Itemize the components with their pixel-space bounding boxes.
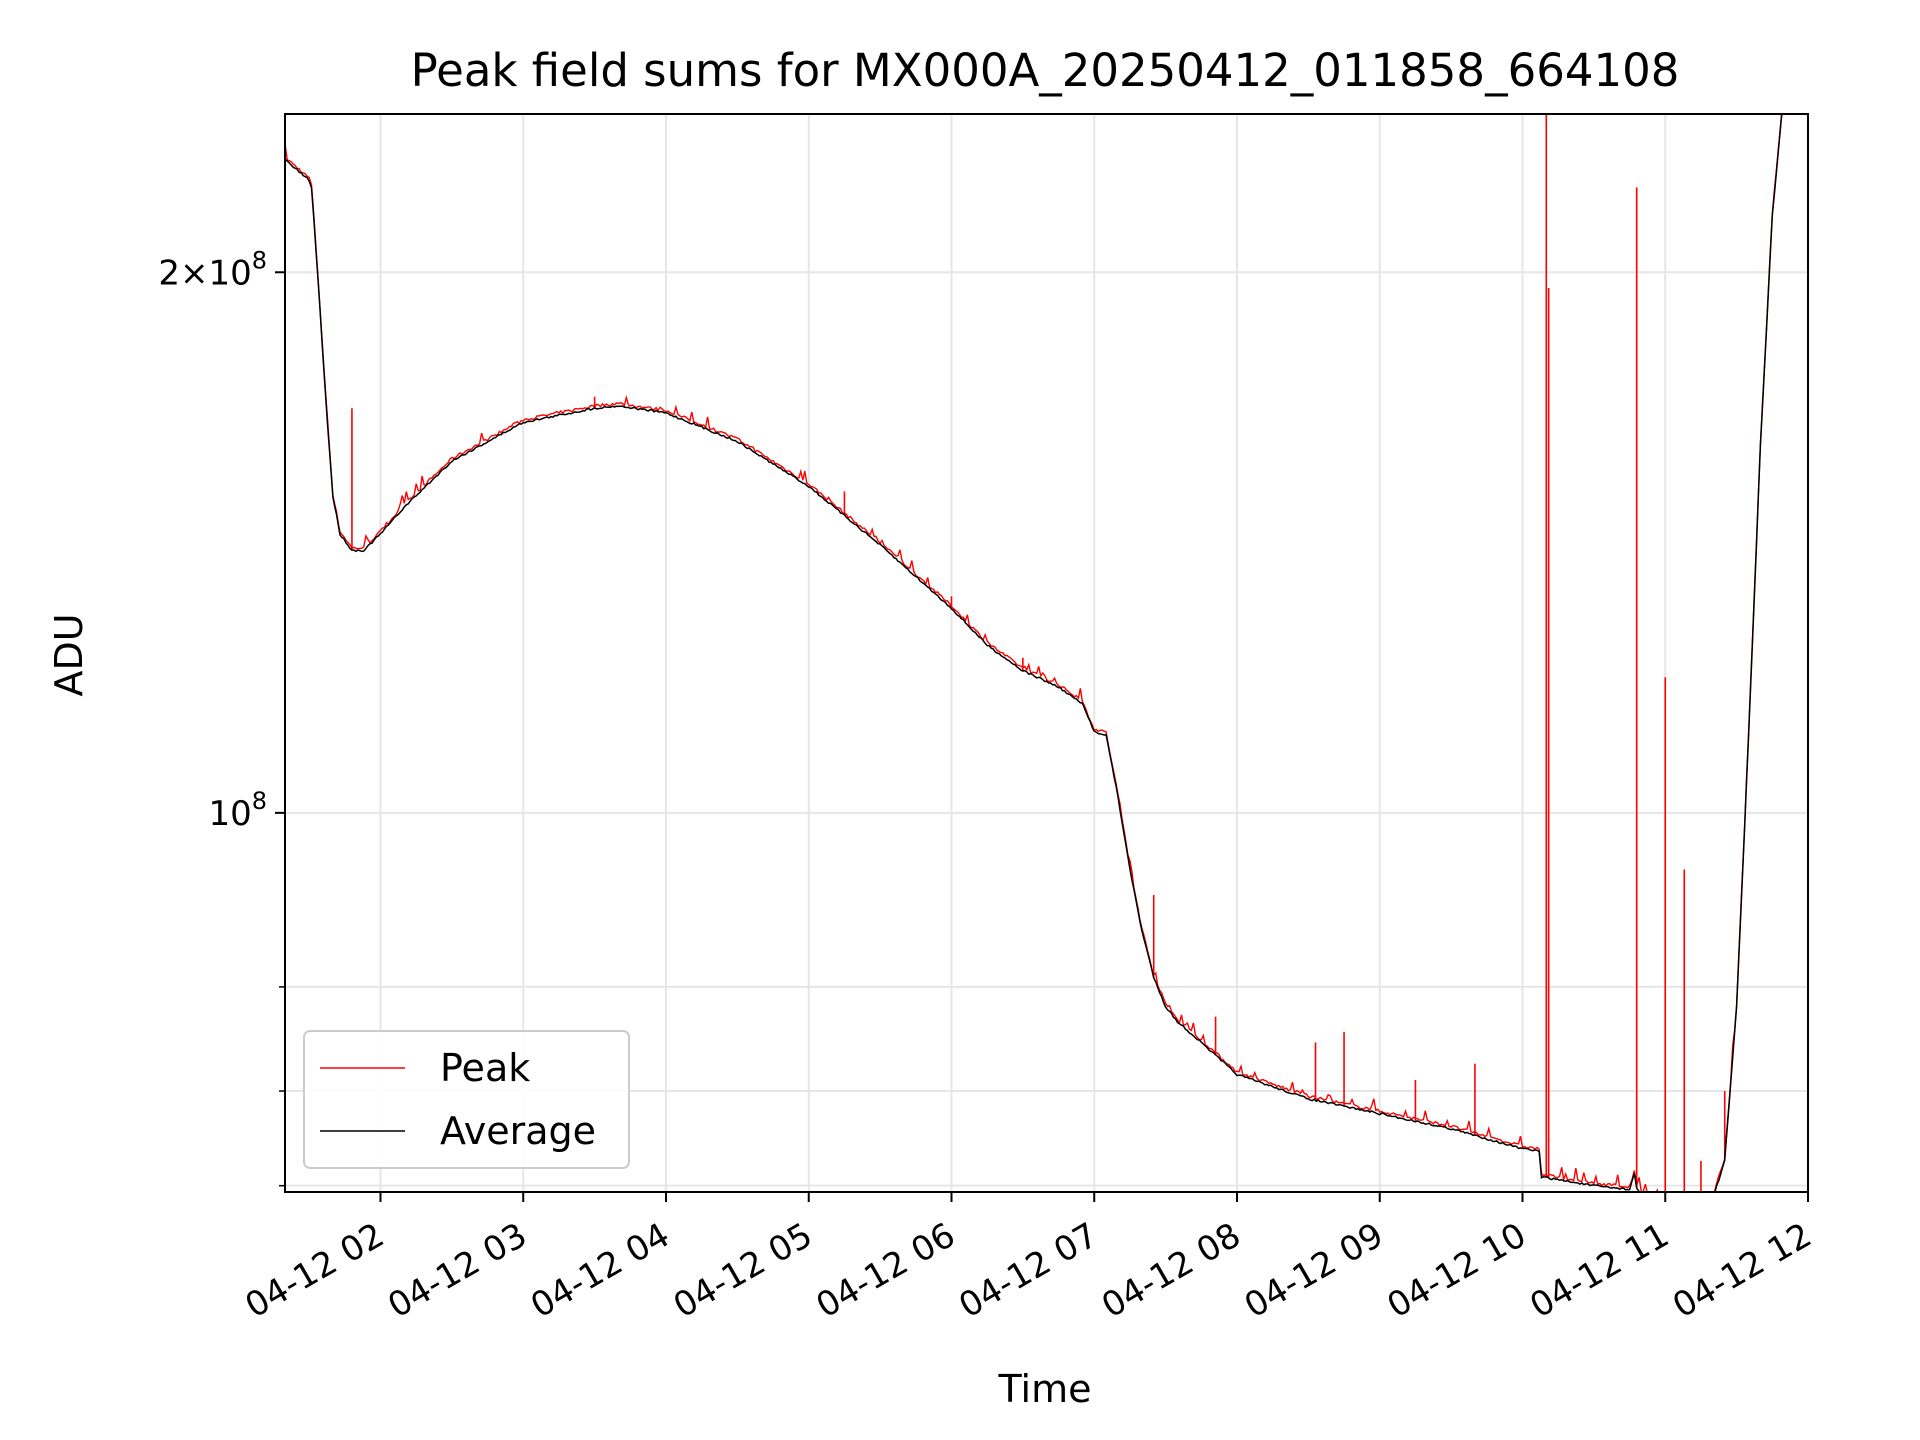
legend-peak-label: Peak: [440, 1046, 530, 1090]
chart-title: Peak field sums for MX000A_20250412_0118…: [411, 44, 1680, 97]
y-axis: 108 2×108: [158, 246, 285, 1187]
legend: Peak Average: [303, 1030, 630, 1169]
plot-frame: [284, 113, 1809, 1193]
y-axis-label: ADU: [47, 613, 91, 696]
legend-average-label: Average: [440, 1109, 596, 1153]
series-average-line: [285, 114, 1783, 1192]
y-tick-label: 2×108: [158, 246, 267, 293]
legend-box: [303, 1030, 630, 1169]
y-tick-label: 108: [208, 787, 267, 834]
series-peak-line: [285, 114, 1783, 1192]
plot-area: [285, 114, 1783, 1192]
x-axis-label: Time: [998, 1367, 1092, 1411]
